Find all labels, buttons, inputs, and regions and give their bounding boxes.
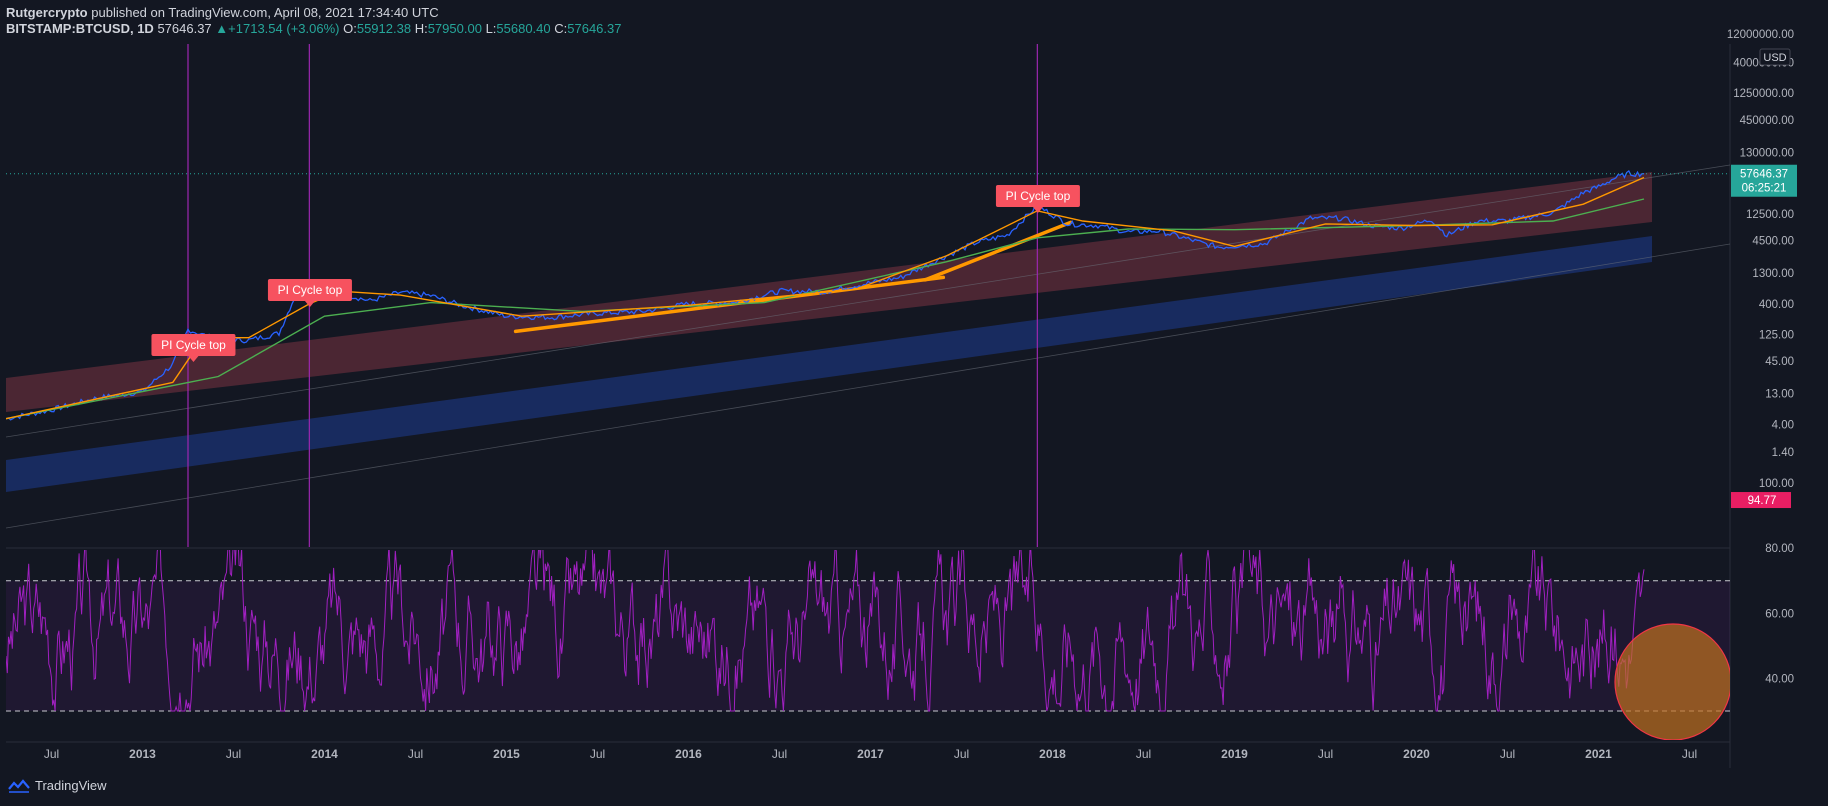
main-pane[interactable]: [6, 44, 1730, 547]
last-price: 57646.37: [157, 21, 212, 36]
pi-cycle-label: PI Cycle top: [267, 279, 352, 307]
lower-channel-line: [6, 243, 1730, 529]
y-tick-label: 450000.00: [1740, 115, 1794, 127]
rsi-tick-label: 60.00: [1765, 608, 1794, 620]
x-tick-label: Jul: [1682, 747, 1697, 761]
y-tick-label: 4.00: [1772, 420, 1794, 432]
chart-labels: PI Cycle top PI Cycle top PI Cycle top: [151, 185, 1080, 362]
y-tick-label: 4500.00: [1752, 236, 1794, 248]
pi-label-bg: [267, 279, 352, 301]
low-label: L:: [485, 21, 497, 36]
pi-label-pointer: [188, 356, 199, 362]
chart-frame: [6, 44, 1731, 768]
x-tick-label: 2017: [857, 747, 884, 761]
footer-brand: TradingView: [35, 778, 107, 793]
series-short-sma: [6, 176, 1645, 420]
symbol-name[interactable]: BITSTAMP:BTCUSD, 1D: [6, 21, 154, 36]
rsi-level-value: 94.77: [1748, 495, 1777, 507]
author-name[interactable]: Rutgercrypto: [6, 5, 88, 20]
y-tick-label: 12500.00: [1746, 209, 1794, 221]
y-tick-label: 13.00: [1765, 389, 1794, 401]
y-tick-label: 125.00: [1759, 329, 1794, 341]
x-tick-label: Jul: [772, 747, 787, 761]
y-tick-label: 45.00: [1765, 356, 1794, 368]
trendline: [923, 220, 1073, 282]
pi-label-text: PI Cycle top: [278, 283, 343, 297]
open-label: O:: [343, 21, 357, 36]
pi-label-text: PI Cycle top: [1006, 189, 1071, 203]
x-tick-label: 2019: [1221, 747, 1248, 761]
pi-label-text: PI Cycle top: [161, 338, 226, 352]
x-tick-label: 2013: [129, 747, 156, 761]
pi-cycle-label: PI Cycle top: [151, 334, 236, 362]
blue-band: [6, 236, 1652, 492]
last-price-badge: [1731, 164, 1797, 197]
rsi-highlight-circle-large: [1614, 623, 1730, 740]
publish-info: Rutgercrypto published on TradingView.co…: [6, 5, 439, 20]
rsi-tick-label: 40.00: [1765, 673, 1794, 685]
price-change: +1713.54 (+3.06%): [228, 21, 340, 36]
y-tick-label: 1.40: [1772, 447, 1794, 459]
pi-label-pointer: [1032, 207, 1043, 213]
close-value: 57646.37: [567, 21, 622, 36]
rsi-bg: [6, 550, 1730, 740]
pi-label-bg: [151, 334, 236, 356]
x-tick-label: Jul: [1136, 747, 1151, 761]
x-tick-label: Jul: [590, 747, 605, 761]
x-tick-label: Jul: [954, 747, 969, 761]
countdown-value: 06:25:21: [1742, 183, 1787, 195]
y-tick-label: 1250000.00: [1733, 88, 1794, 100]
open-value: 55912.38: [356, 21, 412, 36]
x-tick-label: Jul: [226, 747, 241, 761]
high-value: 57950.00: [427, 21, 482, 36]
close-label: C:: [554, 21, 568, 36]
symbol-info: BITSTAMP:BTCUSD, 1D 57646.37 ▲+1713.54 (…: [6, 21, 622, 36]
rsi-tick-label: 80.00: [1765, 543, 1794, 555]
tradingview-logo-icon: [8, 778, 30, 793]
x-tick-label: Jul: [1318, 747, 1333, 761]
low-value: 55680.40: [496, 21, 551, 36]
x-tick-label: 2020: [1403, 747, 1430, 761]
x-tick-label: 2015: [493, 747, 520, 761]
footer: TradingView: [8, 778, 107, 793]
change-arrow-icon: ▲: [215, 21, 229, 36]
y-tick-label: 400.00: [1759, 299, 1794, 311]
y-tick-label: 12000000.00: [1727, 29, 1794, 41]
x-tick-label: Jul: [44, 747, 59, 761]
published-text: published on TradingView.com, April 08, …: [91, 5, 439, 20]
rsi-level-badge: [1731, 492, 1791, 509]
rsi-tick-label: 100.00: [1759, 478, 1794, 490]
pi-label-bg: [995, 185, 1080, 207]
rsi-band: [6, 580, 1730, 711]
rsi-pane[interactable]: [6, 487, 1731, 740]
x-tick-label: 2014: [311, 747, 338, 761]
y-tick-label: 1300.00: [1752, 268, 1794, 280]
high-label: H:: [414, 21, 428, 36]
x-tick-label: 2021: [1585, 747, 1612, 761]
x-tick-label: 2018: [1039, 747, 1066, 761]
axes: 12000000.004000000.001250000.00450000.00…: [44, 29, 1797, 761]
pi-cycle-label: PI Cycle top: [995, 185, 1080, 213]
x-tick-label: 2016: [675, 747, 702, 761]
y-tick-label: 130000.00: [1740, 147, 1794, 159]
x-tick-label: Jul: [408, 747, 423, 761]
series-price: [6, 170, 1645, 421]
upper-channel-line: [6, 164, 1730, 438]
currency-badge: [1759, 48, 1791, 66]
x-tick-label: Jul: [1500, 747, 1515, 761]
rsi-line: [6, 550, 1645, 712]
currency-label: USD: [1763, 52, 1786, 64]
last-price-value: 57646.37: [1740, 169, 1788, 181]
pi-label-pointer: [304, 301, 315, 307]
